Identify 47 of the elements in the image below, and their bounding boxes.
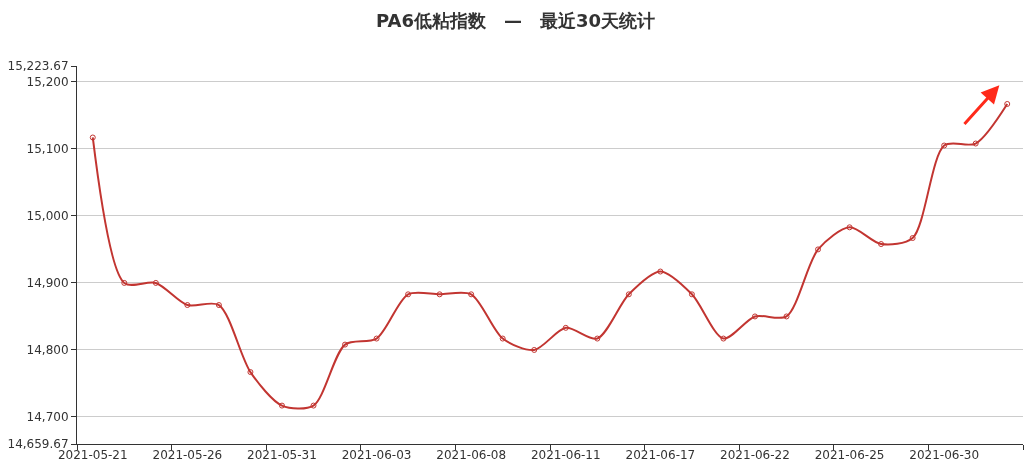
point [436, 291, 443, 298]
x-tick-label: 2021-06-11 [530, 448, 601, 463]
x-tick-label: 2021-06-08 [436, 448, 507, 463]
x-tick-label: 2021-06-03 [341, 448, 412, 463]
point [878, 241, 885, 248]
point [783, 313, 790, 320]
point [405, 291, 412, 298]
point [215, 302, 222, 309]
point [562, 324, 569, 331]
point [751, 313, 758, 320]
point [89, 134, 96, 141]
point [972, 140, 979, 147]
point [184, 302, 191, 309]
chart-title: PA6低粘指数 — 最近30天统计 [375, 9, 656, 31]
point [720, 335, 727, 342]
point [1004, 100, 1011, 107]
point [121, 279, 128, 286]
x-tick-label: 2021-05-26 [152, 448, 223, 463]
point [247, 369, 254, 376]
point [531, 346, 538, 353]
point [152, 279, 159, 286]
point [941, 142, 948, 149]
y-tick-label: 15,000 [26, 209, 69, 224]
point [468, 291, 475, 298]
x-tick-label: 2021-05-31 [247, 448, 317, 463]
point [625, 291, 632, 298]
point [373, 335, 380, 342]
y-tick-label: 15,100 [26, 142, 69, 157]
point [342, 341, 349, 348]
point [278, 402, 285, 409]
y-tick-label: 15,223.67 [7, 59, 69, 74]
point [310, 402, 317, 409]
point [909, 235, 916, 242]
point [657, 268, 664, 275]
x-tick-label: 2021-06-17 [625, 448, 696, 463]
y-tick-label: 14,700 [26, 410, 69, 425]
x-tick-label: 2021-06-30 [909, 448, 980, 463]
point [594, 335, 601, 342]
x-tick-label: 2021-06-25 [814, 448, 885, 463]
y-tick-label: 14,800 [26, 343, 69, 358]
point [815, 246, 822, 253]
y-tick-label: 15,200 [26, 75, 69, 90]
point [688, 291, 695, 298]
point [499, 335, 506, 342]
x-tick-label: 2021-06-22 [720, 448, 790, 463]
point [846, 224, 853, 231]
y-tick-label: 14,900 [26, 276, 69, 291]
